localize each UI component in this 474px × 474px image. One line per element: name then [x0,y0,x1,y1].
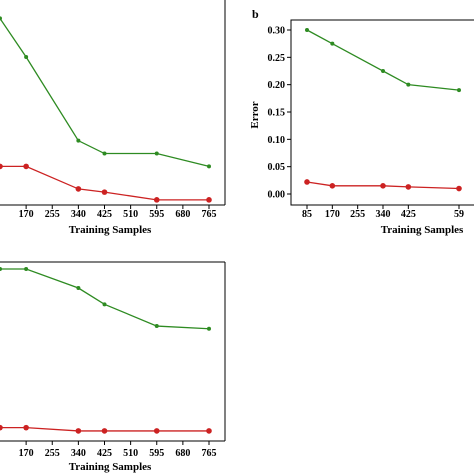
series-point-1 [207,164,211,169]
panel-b: b 0.00 0.05 0.10 0.15 0.20 0.25 0.30 85 170 255 3… [249,7,474,236]
x-tick-label: 765 [202,448,217,459]
x-tick-label: 340 [71,448,86,459]
x-tick-label: 85 [302,209,312,220]
series-point-2 [0,424,3,431]
y-tick-label: 0.05 [268,162,286,173]
x-tick-label: 340 [376,209,391,220]
panel-c-x-ticks: 170 255 340 425 510 595 680 765 [19,441,217,459]
x-tick-label: 680 [175,209,190,220]
series-point-1 [0,267,2,271]
x-tick-label: 59 [454,209,464,220]
panel-b-letter: b [252,7,259,21]
series-point-2 [456,185,462,192]
x-tick-label: 595 [149,448,164,459]
series-point-2 [206,428,212,434]
series-line-2 [0,427,209,432]
x-tick-label: 680 [175,448,190,459]
series-point-2 [153,428,160,434]
x-tick-label: 425 [97,448,112,459]
series-point-2 [329,183,336,189]
series-point-1 [24,55,29,60]
series-line-1 [0,18,210,168]
series-point-2 [206,197,212,203]
panel-b-y-ticks: 0.00 0.05 0.10 0.15 0.20 0.25 0.30 [268,26,291,201]
panel-a-x-label: Training Samples [69,224,152,236]
series-point-1 [102,302,107,307]
series-point-1 [305,28,309,32]
series-point-1 [406,82,411,87]
panel-c-plot-area [0,267,212,434]
y-tick-label: 0.20 [268,80,286,91]
panel-a-x-ticks: 170 255 340 425 510 595 680 765 [19,205,217,220]
series-point-1 [0,16,2,21]
series-line-2 [0,165,209,201]
panel-b-y-label: Error [249,101,261,128]
series-point-1 [24,267,29,271]
y-tick-label: 0.25 [268,53,286,64]
x-tick-label: 340 [71,209,86,220]
x-tick-label: 510 [123,209,138,220]
panel-b-plot-area [304,28,462,192]
series-point-2 [380,183,386,189]
series-point-2 [304,179,310,185]
x-tick-label: 255 [45,448,60,459]
x-tick-label: 170 [19,209,34,220]
panel-b-x-label: Training Samples [381,224,464,236]
x-tick-label: 170 [325,209,340,220]
x-tick-label: 255 [45,209,60,220]
series-point-1 [76,286,81,291]
series-point-2 [153,197,160,203]
x-tick-label: 170 [19,448,34,459]
series-point-1 [330,41,335,46]
panel-a: 170 255 340 425 510 595 680 765 Training Sample… [0,0,226,236]
series-point-2 [101,428,108,434]
panel-b-frame [290,19,474,206]
y-tick-label: 0.30 [268,26,286,37]
panel-c: 170 255 340 425 510 595 680 765 Training Sample… [0,261,226,473]
y-tick-label: 0.15 [268,108,286,119]
y-tick-label: 0.00 [268,190,286,201]
series-point-1 [102,151,107,156]
series-point-2 [101,189,108,195]
panel-b-x-ticks: 85 170 255 340 425 59 [302,205,464,220]
series-point-1 [154,324,159,329]
series-line-1 [306,29,460,91]
series-point-1 [154,151,159,156]
series-point-1 [207,326,211,331]
x-tick-label: 765 [202,209,217,220]
series-point-2 [23,163,29,170]
series-point-2 [0,163,3,170]
series-point-2 [23,424,29,431]
series-line-1 [0,268,210,330]
series-point-2 [75,428,82,434]
x-tick-label: 255 [350,209,365,220]
x-tick-label: 510 [123,448,138,459]
series-point-2 [75,186,82,192]
series-point-2 [405,184,412,190]
panel-a-plot-area [0,16,212,203]
panel-c-x-label: Training Samples [69,461,152,473]
x-tick-label: 595 [149,209,164,220]
y-tick-label: 0.10 [268,135,286,146]
series-point-1 [76,138,81,143]
series-point-1 [457,88,461,93]
x-tick-label: 425 [97,209,112,220]
series-point-1 [381,69,385,73]
x-tick-label: 425 [401,209,416,220]
